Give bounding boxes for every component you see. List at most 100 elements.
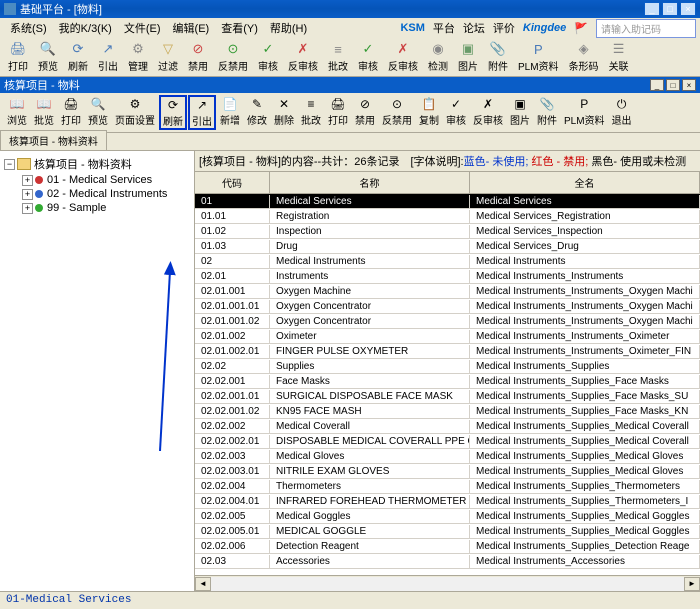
- toolbar-button[interactable]: ⟳刷新: [64, 40, 92, 74]
- table-row[interactable]: 02.02.003Medical GlovesMedical Instrumen…: [195, 449, 700, 464]
- search-input[interactable]: 请输入助记码: [596, 19, 696, 38]
- table-row[interactable]: 02.02.001.02KN95 FACE MASHMedical Instru…: [195, 404, 700, 419]
- table-row[interactable]: 02.01.002.01FINGER PULSE OXYMETERMedical…: [195, 344, 700, 359]
- toolbar-button[interactable]: ◉检测: [424, 40, 452, 74]
- sub-toolbar-button[interactable]: ↗引出: [188, 95, 216, 130]
- sub-maximize-button[interactable]: □: [666, 79, 680, 91]
- table-row[interactable]: 02.02.002Medical CoverallMedical Instrum…: [195, 419, 700, 434]
- toolbar-button[interactable]: ✓审核: [254, 40, 282, 74]
- sub-toolbar-button[interactable]: 🔍预览: [85, 95, 111, 130]
- toolbar-button[interactable]: ≡批改: [324, 40, 352, 74]
- col-code[interactable]: 代码: [195, 172, 270, 193]
- table-row[interactable]: 02.01.001.02Oxygen ConcentratorMedical I…: [195, 314, 700, 329]
- tree-node[interactable]: +02 - Medical Instruments: [4, 187, 190, 201]
- toolbar-button[interactable]: ↗引出: [94, 40, 122, 74]
- grid-body[interactable]: 01Medical ServicesMedical Services01.01R…: [195, 194, 700, 575]
- sub-toolbar-button[interactable]: 📖浏览: [4, 95, 30, 130]
- sub-toolbar-button[interactable]: 📖批览: [31, 95, 57, 130]
- sub-toolbar-button[interactable]: 🖨打印: [58, 95, 84, 130]
- col-fullname[interactable]: 全名: [470, 172, 700, 193]
- table-row[interactable]: 02.01.002OximeterMedical Instruments_Ins…: [195, 329, 700, 344]
- menu-item[interactable]: 系统(S): [4, 21, 53, 37]
- table-row[interactable]: 02.02.005.01MEDICAL GOGGLEMedical Instru…: [195, 524, 700, 539]
- tab-material[interactable]: 核算项目 - 物料资料: [0, 130, 107, 150]
- table-row[interactable]: 02.02.005Medical GogglesMedical Instrume…: [195, 509, 700, 524]
- toolbar-button[interactable]: 🖨打印: [4, 40, 32, 74]
- tree-node[interactable]: +99 - Sample: [4, 201, 190, 215]
- table-row[interactable]: 01.01RegistrationMedical Services_Regist…: [195, 209, 700, 224]
- toolbar-button[interactable]: ⊘禁用: [184, 40, 212, 74]
- table-row[interactable]: 02.02.003.01NITRILE EXAM GLOVESMedical I…: [195, 464, 700, 479]
- sub-toolbar-button[interactable]: PPLM资料: [561, 95, 608, 130]
- sub-toolbar-button[interactable]: ⟳刷新: [159, 95, 187, 130]
- toolbar-button[interactable]: ▽过滤: [154, 40, 182, 74]
- sub-toolbar-button[interactable]: 📋复制: [416, 95, 442, 130]
- link-forum[interactable]: 论坛: [463, 20, 485, 36]
- table-row[interactable]: 01.03DrugMedical Services_Drug: [195, 239, 700, 254]
- scroll-left-button[interactable]: ◄: [195, 577, 211, 591]
- table-row[interactable]: 02Medical InstrumentsMedical Instruments: [195, 254, 700, 269]
- toolbar-button[interactable]: 📎附件: [484, 40, 512, 74]
- table-row[interactable]: 02.02.001Face MasksMedical Instruments_S…: [195, 374, 700, 389]
- menu-item[interactable]: 帮助(H): [264, 21, 313, 37]
- expand-icon[interactable]: +: [22, 189, 33, 200]
- expand-icon[interactable]: +: [22, 203, 33, 214]
- collapse-icon[interactable]: −: [4, 159, 15, 170]
- sub-toolbar-button[interactable]: ⊘禁用: [352, 95, 378, 130]
- sub-toolbar-button[interactable]: ✎修改: [244, 95, 270, 130]
- table-row[interactable]: 02.01.001.01Oxygen ConcentratorMedical I…: [195, 299, 700, 314]
- toolbar-button[interactable]: PPLM资料: [514, 40, 563, 74]
- menu-item[interactable]: 查看(Y): [215, 21, 264, 37]
- table-row[interactable]: 02.03AccessoriesMedical Instruments_Acce…: [195, 554, 700, 569]
- flag-icon: 🚩: [574, 22, 588, 35]
- sub-toolbar-button[interactable]: ≡批改: [298, 95, 324, 130]
- sub-toolbar-button[interactable]: ⏻退出: [609, 95, 635, 130]
- col-name[interactable]: 名称: [270, 172, 470, 193]
- sub-toolbar-button[interactable]: ✕删除: [271, 95, 297, 130]
- sub-minimize-button[interactable]: _: [650, 79, 664, 91]
- sub-close-button[interactable]: ×: [682, 79, 696, 91]
- sub-toolbar-button[interactable]: ▣图片: [507, 95, 533, 130]
- toolbar-button[interactable]: ◈条形码: [565, 40, 603, 74]
- table-row[interactable]: 02.02.002.01DISPOSABLE MEDICAL COVERALL …: [195, 434, 700, 449]
- sub-toolbar-button[interactable]: ⊙反禁用: [379, 95, 415, 130]
- table-row[interactable]: 02.01.001Oxygen MachineMedical Instrumen…: [195, 284, 700, 299]
- toolbar-button[interactable]: 🔍预览: [34, 40, 62, 74]
- toolbar-button[interactable]: ⚙管理: [124, 40, 152, 74]
- expand-icon[interactable]: +: [22, 175, 33, 186]
- menu-item[interactable]: 文件(E): [118, 21, 167, 37]
- tree-root[interactable]: − 核算项目 - 物料资料: [4, 155, 190, 173]
- sub-toolbar-button[interactable]: ✓审核: [443, 95, 469, 130]
- sub-toolbar-button[interactable]: 📄新增: [217, 95, 243, 130]
- table-row[interactable]: 02.02.001.01SURGICAL DISPOSABLE FACE MAS…: [195, 389, 700, 404]
- menu-item[interactable]: 我的K/3(K): [53, 21, 118, 37]
- brand-kingdee[interactable]: Kingdee: [523, 22, 566, 34]
- horizontal-scrollbar[interactable]: ◄ ►: [195, 575, 700, 591]
- toolbar-button[interactable]: ✗反审核: [284, 40, 322, 74]
- toolbar-button[interactable]: ⊙反禁用: [214, 40, 252, 74]
- sub-toolbar-button[interactable]: ⚙页面设置: [112, 95, 158, 130]
- menu-item[interactable]: 编辑(E): [167, 21, 216, 37]
- scroll-track[interactable]: [211, 577, 684, 591]
- table-row[interactable]: 02.02.006Detection ReagentMedical Instru…: [195, 539, 700, 554]
- tree-node[interactable]: +01 - Medical Services: [4, 173, 190, 187]
- scroll-right-button[interactable]: ►: [684, 577, 700, 591]
- toolbar-button[interactable]: ☰关联: [605, 40, 633, 74]
- table-row[interactable]: 02.02SuppliesMedical Instruments_Supplie…: [195, 359, 700, 374]
- table-row[interactable]: 02.01InstrumentsMedical Instruments_Inst…: [195, 269, 700, 284]
- minimize-button[interactable]: _: [644, 2, 660, 16]
- brand-ksm[interactable]: KSM: [400, 22, 424, 34]
- toolbar-button[interactable]: ✗反审核: [384, 40, 422, 74]
- toolbar-button[interactable]: ▣图片: [454, 40, 482, 74]
- table-row[interactable]: 02.02.004.01INFRARED FOREHEAD THERMOMETE…: [195, 494, 700, 509]
- toolbar-button[interactable]: ✓审核: [354, 40, 382, 74]
- link-review[interactable]: 评价: [493, 20, 515, 36]
- maximize-button[interactable]: □: [662, 2, 678, 16]
- table-row[interactable]: 01Medical ServicesMedical Services: [195, 194, 700, 209]
- table-row[interactable]: 01.02InspectionMedical Services_Inspecti…: [195, 224, 700, 239]
- table-row[interactable]: 02.02.004ThermometersMedical Instruments…: [195, 479, 700, 494]
- sub-toolbar-button[interactable]: 📎附件: [534, 95, 560, 130]
- sub-toolbar-button[interactable]: ✗反审核: [470, 95, 506, 130]
- sub-toolbar-button[interactable]: 🖨打印: [325, 95, 351, 130]
- close-button[interactable]: ×: [680, 2, 696, 16]
